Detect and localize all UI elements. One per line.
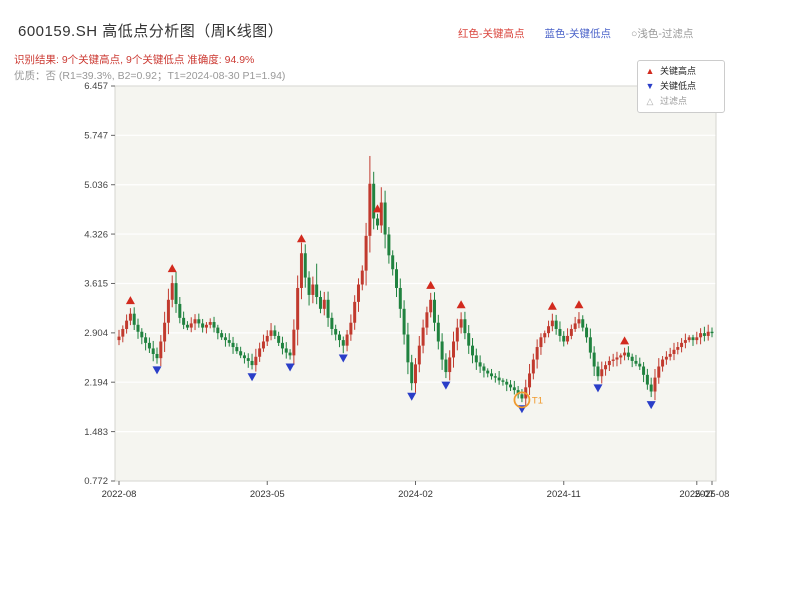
x-tick-label: 2024-11 [547,489,581,500]
marker-legend: ▲ 关键高点 ▼ 关键低点 △ 过滤点 [637,60,725,113]
y-tick-label: 2.194 [84,377,108,388]
x-tick-label: 2023-05 [250,489,285,500]
result-line: 识别结果: 9个关键高点, 9个关键低点 准确度: 94.9% [14,54,255,66]
x-tick-label: 2025-08 [695,489,730,500]
y-tick-label: 0.772 [84,476,108,487]
legend-item-label: 过滤点 [660,96,688,106]
triangle-down-icon: ▼ [645,81,655,91]
candles [117,155,714,406]
y-tick-label: 4.326 [84,229,108,240]
legend-item-label: 关键低点 [660,81,697,91]
page-title: 600159.SH 高低点分析图（周K线图） [18,23,284,40]
triangle-hollow-icon: △ [646,96,654,106]
t1-marker: T1 [513,391,543,409]
legend-item-key-high: ▲ 关键高点 [645,67,717,76]
x-axis: 2022-08 2023-05 2024-02 2024-11 2025-072025-… [102,481,730,500]
legend-item-label: 关键高点 [660,66,697,76]
x-tick-label: 2024-02 [398,489,433,500]
y-tick-label: 5.747 [84,131,108,142]
key-high-markers [125,204,630,345]
legend-key-low-label: 蓝色-关键低点 [544,28,612,40]
x-tick-label: 2025-07 [679,489,714,500]
quality-line: 优质：否 (R1=39.3%, B2=0.92；T1=2024-08-30 P1… [14,70,286,82]
y-tick-label: 2.904 [84,328,108,339]
y-tick-label: 5.036 [84,180,108,191]
legend-item-filtered: △ 过滤点 [645,97,717,106]
y-tick-label: 3.615 [84,279,108,290]
key-low-markers [152,354,656,414]
triangle-up-icon: ▲ [645,66,655,76]
legend-item-key-low: ▼ 关键低点 [645,82,717,91]
y-tick-label: 1.483 [84,427,108,438]
y-tick-label: 6.457 [84,81,108,92]
t1-label: T1 [532,395,543,406]
y-axis: 6.457 5.747 5.036 4.326 3.615 2.904 2.194 1.483… [84,81,115,487]
top-legend: 红色-关键高点 蓝色-关键低点 ○浅色-过滤点 [458,26,693,41]
legend-key-high-label: 红色-关键高点 [458,28,525,40]
legend-filtered-label: ○浅色-过滤点 [631,28,694,40]
x-tick-label: 2022-08 [102,489,137,500]
